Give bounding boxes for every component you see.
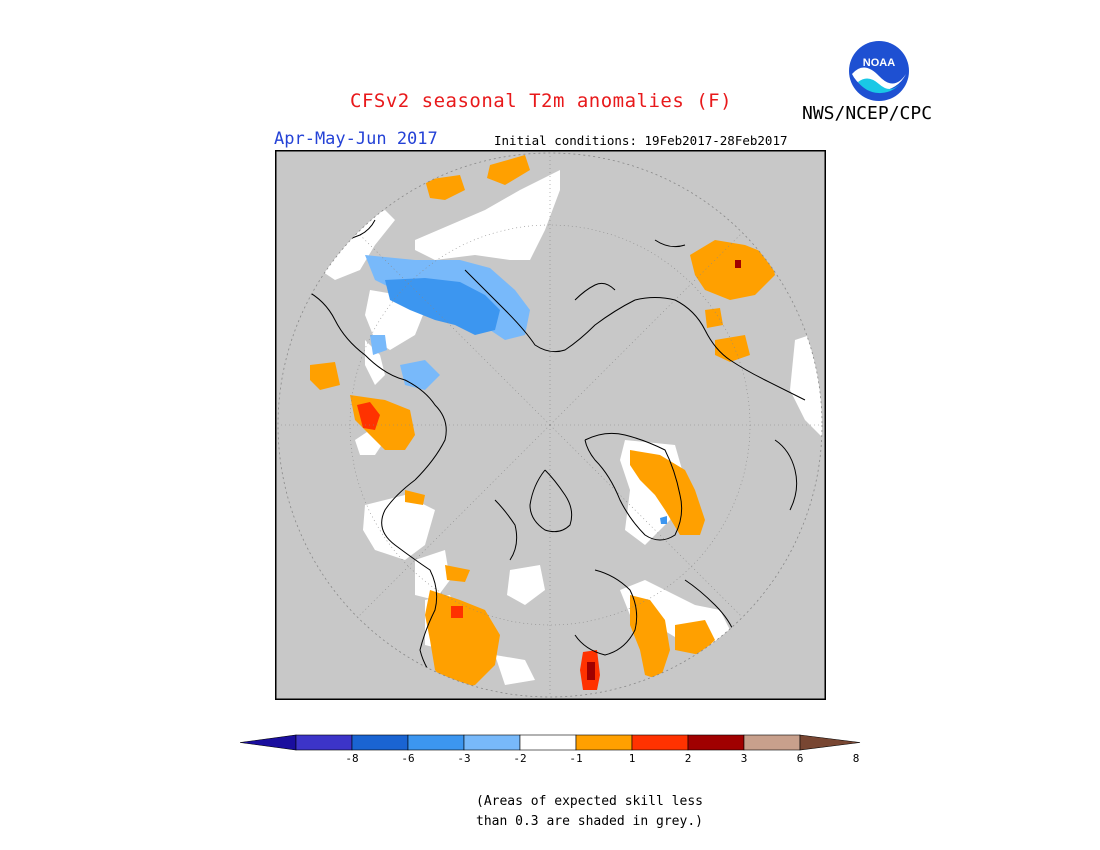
season-label: Apr-May-Jun 2017 [274,129,438,149]
noaa-logo: NOAA [849,41,909,101]
legend-swatches [240,734,861,751]
cold-anomaly-region [660,516,667,524]
skill-note-line-2: than 0.3 are shaded in grey.) [476,814,703,829]
legend-swatch-arrow-high [799,734,861,751]
longitude-lines [278,153,822,697]
noaa-logo-text: NOAA [863,57,895,69]
legend-swatch [463,734,521,751]
warm-anomaly-region [357,402,380,430]
legend-swatch [519,734,577,751]
legend-tick-label: -1 [569,752,582,765]
warm-anomaly-region [405,490,425,505]
warm-anomaly-region [587,662,595,680]
legend-swatch [407,734,465,751]
legend-swatch [631,734,689,751]
legend-tick-label: 2 [685,752,692,765]
warm-anomaly-region [690,240,775,300]
legend-swatch [295,734,353,751]
warm-anomaly-region [630,595,670,680]
near-normal-region [495,655,535,685]
skill-note: (Areas of expected skill less than 0.3 a… [476,792,703,832]
legend-swatch [575,734,633,751]
near-normal-region [365,340,385,385]
legend-swatch [351,734,409,751]
near-normal-region [320,210,395,280]
warm-anomaly-region [675,620,715,655]
warm-anomaly-region [705,308,723,328]
near-normal-region [415,170,560,260]
legend-tick-label: 8 [853,752,860,765]
legend-tick-label: -2 [513,752,526,765]
map-border [275,150,826,700]
projection-boundary [277,152,823,698]
chart-title: CFSv2 seasonal T2m anomalies (F) [350,90,733,112]
skill-note-line-1: (Areas of expected skill less [476,794,703,809]
cold-anomaly-region [385,278,500,335]
warm-anomaly-region [487,155,530,185]
warm-anomaly-region [630,450,705,535]
agency-label: NWS/NCEP/CPC [802,103,933,124]
legend-tick-label: 6 [797,752,804,765]
coastlines [304,219,806,686]
legend-swatch [743,734,801,751]
near-normal-region [507,565,545,605]
legend-tick-label: 1 [629,752,636,765]
warm-anomaly-region [425,175,465,200]
legend-swatch-arrow-low [240,734,297,751]
warm-anomaly-region [451,606,463,618]
legend-tick-label: -3 [457,752,470,765]
legend-tick-labels: -8 -6 -3 -2 -1 1 2 3 6 8 [345,752,859,765]
noaa-logo-wave [858,78,900,94]
cold-anomaly-region [370,335,387,355]
warm-anomaly-region [735,260,741,268]
near-normal-region [363,495,435,560]
warm-anomaly-region [310,362,340,390]
initial-conditions-label: Initial conditions: 19Feb2017-28Feb2017 [494,133,788,148]
legend-tick-label: -6 [401,752,414,765]
color-legend: -8 -6 -3 -2 -1 1 2 3 6 8 [240,734,861,765]
warm-anomaly-region [445,565,470,582]
legend-swatch [687,734,745,751]
legend-tick-label: 3 [741,752,748,765]
warm-anomaly-region [425,590,500,690]
legend-tick-label: -8 [345,752,358,765]
anomaly-map [275,150,826,700]
